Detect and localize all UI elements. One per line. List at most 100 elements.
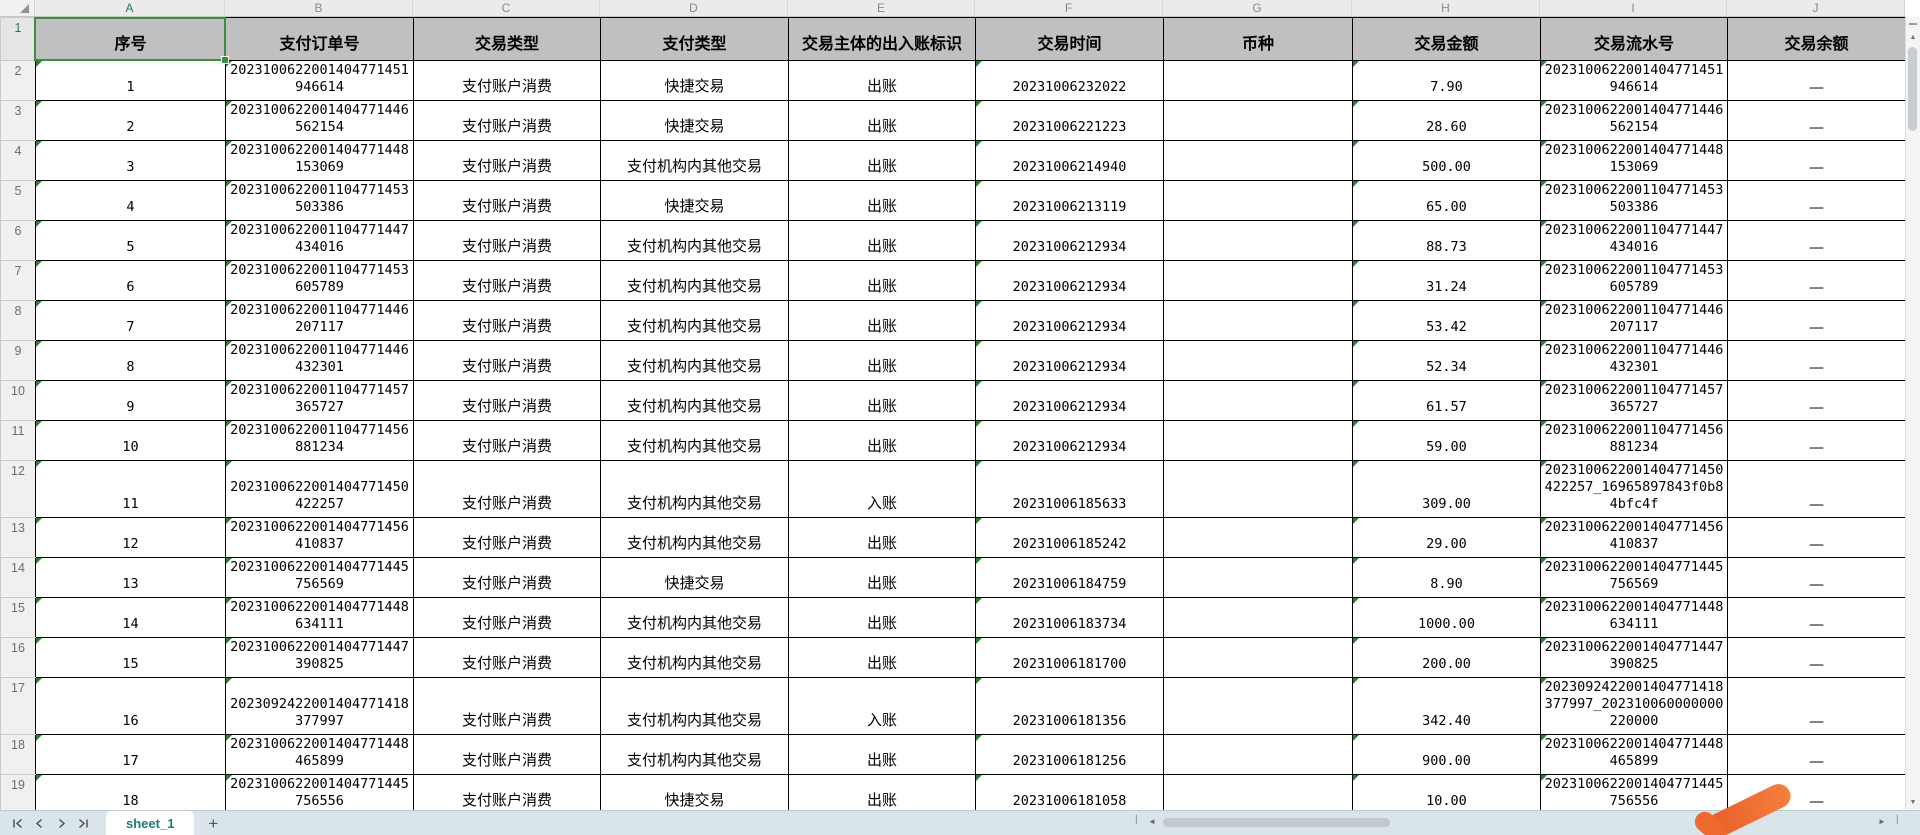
cell-order-no[interactable]: 2023100622001104771453503386	[225, 180, 414, 221]
row-number[interactable]: 10	[0, 380, 36, 421]
cell-balance[interactable]: —	[1727, 597, 1905, 638]
cell-flag[interactable]: 入账	[788, 677, 976, 735]
cell-flag[interactable]: 出账	[788, 637, 976, 678]
cell-serial[interactable]: 9	[35, 380, 226, 421]
cell-currency[interactable]	[1163, 380, 1353, 421]
row-number[interactable]: 14	[0, 557, 36, 598]
cell-balance[interactable]: —	[1727, 420, 1905, 461]
cell-balance[interactable]: —	[1727, 60, 1905, 101]
cell-amount[interactable]: 29.00	[1352, 517, 1541, 558]
cell-pay-type[interactable]: 支付机构内其他交易	[600, 300, 789, 341]
cell-flow-no[interactable]: 2023100622001404771448153069	[1540, 140, 1728, 181]
cell-pay-type[interactable]: 支付机构内其他交易	[600, 260, 789, 301]
cell-flow-no[interactable]: 2023100622001404771448465899	[1540, 734, 1728, 775]
row-number[interactable]: 3	[0, 100, 36, 141]
cell-currency[interactable]	[1163, 420, 1353, 461]
cell-tx-type[interactable]: 支付账户消费	[413, 300, 601, 341]
cell-amount[interactable]: 8.90	[1352, 557, 1541, 598]
cell-order-no[interactable]: 2023100622001404771445756569	[225, 557, 414, 598]
scroll-down-icon[interactable]: ▼	[1909, 799, 1917, 806]
cell-flag[interactable]: 出账	[788, 220, 976, 261]
column-letter-B[interactable]: B	[225, 0, 413, 16]
cell-flag[interactable]: 出账	[788, 597, 976, 638]
cell-amount[interactable]: 10.00	[1352, 774, 1541, 810]
cell-tx-type[interactable]: 支付账户消费	[413, 677, 601, 735]
row-number[interactable]: 15	[0, 597, 36, 638]
row-number[interactable]: 18	[0, 734, 36, 775]
cell-order-no[interactable]: 2023100622001104771447434016	[225, 220, 414, 261]
next-sheet-icon[interactable]	[54, 816, 68, 830]
cell-balance[interactable]: —	[1727, 380, 1905, 421]
cell-currency[interactable]	[1163, 597, 1353, 638]
cell-time[interactable]: 20231006181356	[975, 677, 1164, 735]
cell-serial[interactable]: 1	[35, 60, 226, 101]
cell-amount[interactable]: 342.40	[1352, 677, 1541, 735]
cell-serial[interactable]: 16	[35, 677, 226, 735]
cell-time[interactable]: 20231006181700	[975, 637, 1164, 678]
header-cell-balance[interactable]: 交易余额	[1727, 17, 1905, 61]
cell-time[interactable]: 20231006181058	[975, 774, 1164, 810]
column-letter-A[interactable]: A	[35, 0, 225, 16]
cell-balance[interactable]: —	[1727, 637, 1905, 678]
cell-order-no[interactable]: 2023100622001404771446562154	[225, 100, 414, 141]
cell-order-no[interactable]: 2023100622001404771451946614	[225, 60, 414, 101]
cell-tx-type[interactable]: 支付账户消费	[413, 637, 601, 678]
cell-serial[interactable]: 4	[35, 180, 226, 221]
cell-amount[interactable]: 59.00	[1352, 420, 1541, 461]
select-all-corner[interactable]	[0, 0, 35, 16]
cell-flow-no[interactable]: 2023100622001404771456410837	[1540, 517, 1728, 558]
cell-flag[interactable]: 出账	[788, 420, 976, 461]
cell-flow-no[interactable]: 2023100622001404771451946614	[1540, 60, 1728, 101]
cell-pay-type[interactable]: 支付机构内其他交易	[600, 380, 789, 421]
cell-amount[interactable]: 65.00	[1352, 180, 1541, 221]
cell-serial[interactable]: 14	[35, 597, 226, 638]
cell-currency[interactable]	[1163, 180, 1353, 221]
cell-serial[interactable]: 3	[35, 140, 226, 181]
cell-currency[interactable]	[1163, 557, 1353, 598]
row-number[interactable]: 11	[0, 420, 36, 461]
cell-pay-type[interactable]: 快捷交易	[600, 60, 789, 101]
cell-order-no[interactable]: 2023100622001104771446207117	[225, 300, 414, 341]
cell-pay-type[interactable]: 快捷交易	[600, 180, 789, 221]
cell-flag[interactable]: 出账	[788, 180, 976, 221]
cell-time[interactable]: 20231006212934	[975, 260, 1164, 301]
cell-tx-type[interactable]: 支付账户消费	[413, 460, 601, 518]
cell-flow-no[interactable]: 2023100622001104771453503386	[1540, 180, 1728, 221]
cell-tx-type[interactable]: 支付账户消费	[413, 597, 601, 638]
cell-pay-type[interactable]: 支付机构内其他交易	[600, 340, 789, 381]
row-number[interactable]: 16	[0, 637, 36, 678]
header-cell-tx-type[interactable]: 交易类型	[413, 17, 601, 61]
cell-serial[interactable]: 6	[35, 260, 226, 301]
cell-time[interactable]: 20231006214940	[975, 140, 1164, 181]
cell-pay-type[interactable]: 支付机构内其他交易	[600, 220, 789, 261]
cell-balance[interactable]: —	[1727, 100, 1905, 141]
cell-balance[interactable]: —	[1727, 180, 1905, 221]
cell-order-no[interactable]: 2023100622001104771456881234	[225, 420, 414, 461]
header-cell-currency[interactable]: 币种	[1163, 17, 1353, 61]
row-number[interactable]: 6	[0, 220, 36, 261]
column-letter-D[interactable]: D	[600, 0, 788, 16]
cell-flag[interactable]: 出账	[788, 340, 976, 381]
cell-pay-type[interactable]: 支付机构内其他交易	[600, 637, 789, 678]
header-cell-serial[interactable]: 序号	[35, 17, 226, 61]
cell-order-no[interactable]: 2023092422001404771418377997	[225, 677, 414, 735]
cell-serial[interactable]: 17	[35, 734, 226, 775]
header-cell-amount[interactable]: 交易金额	[1352, 17, 1541, 61]
cell-order-no[interactable]: 2023100622001404771445756556	[225, 774, 414, 810]
cell-pay-type[interactable]: 快捷交易	[600, 774, 789, 810]
row-number[interactable]: 4	[0, 140, 36, 181]
cell-flag[interactable]: 入账	[788, 460, 976, 518]
cell-time[interactable]: 20231006212934	[975, 340, 1164, 381]
cell-flow-no[interactable]: 2023100622001404771445756569	[1540, 557, 1728, 598]
cell-flow-no[interactable]: 2023100622001404771445756556	[1540, 774, 1728, 810]
cell-flag[interactable]: 出账	[788, 300, 976, 341]
cell-balance[interactable]: —	[1727, 734, 1905, 775]
last-sheet-icon[interactable]	[76, 816, 90, 830]
cell-serial[interactable]: 2	[35, 100, 226, 141]
row-number[interactable]: 8	[0, 300, 36, 341]
cell-pay-type[interactable]: 支付机构内其他交易	[600, 734, 789, 775]
cell-flag[interactable]: 出账	[788, 517, 976, 558]
column-letter-E[interactable]: E	[788, 0, 975, 16]
cell-tx-type[interactable]: 支付账户消费	[413, 517, 601, 558]
cell-balance[interactable]: —	[1727, 460, 1905, 518]
